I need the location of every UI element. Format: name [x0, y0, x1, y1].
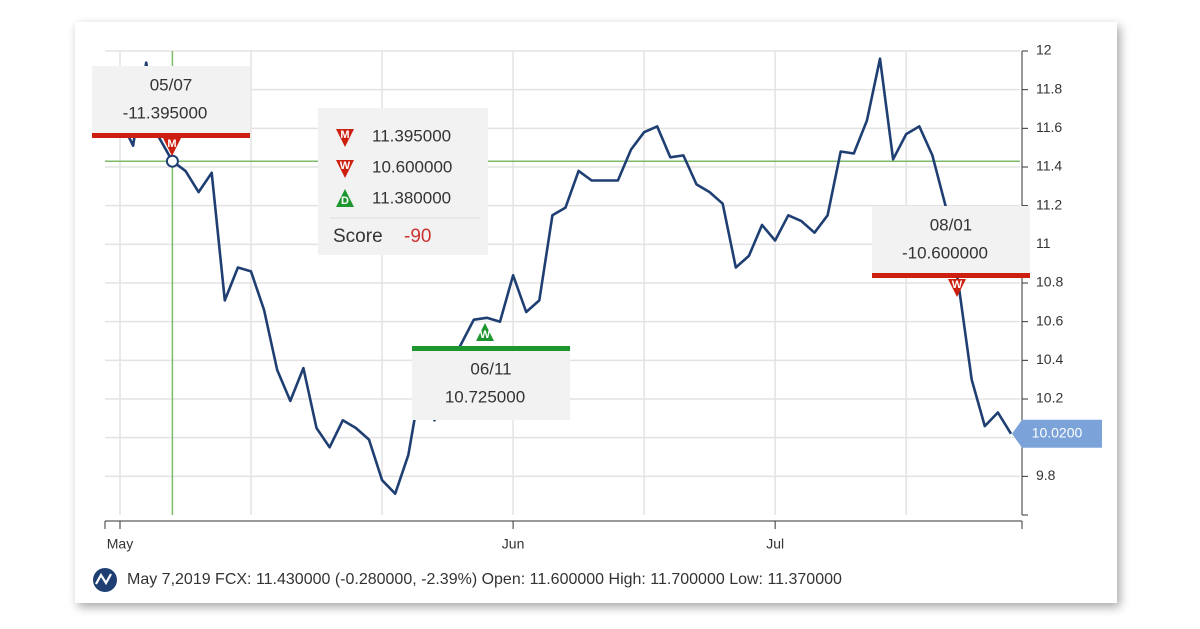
y-tick-label: 10.4: [1036, 351, 1063, 367]
annotation-box: [92, 66, 250, 136]
annotation-date: 06/11: [470, 359, 511, 378]
y-tick-label: 11: [1036, 235, 1051, 251]
annotation-date: 05/07: [150, 75, 193, 94]
signal-legend-value: 10.600000: [372, 157, 452, 176]
annotation-date: 08/01: [930, 215, 973, 234]
y-tick-label: 11.6: [1036, 119, 1062, 135]
signal-icon-letter: W: [480, 329, 491, 341]
annotation-bar: [872, 273, 1030, 278]
signal-icon: [336, 160, 354, 178]
price-line: [118, 57, 1013, 495]
y-tick-label: 12: [1036, 42, 1052, 58]
score-label: Score: [333, 226, 383, 247]
signal-icon: [163, 138, 181, 156]
signal-icon-letter: W: [340, 160, 351, 172]
x-tick-label: Jun: [502, 536, 525, 552]
hover-point: [165, 154, 179, 168]
x-tick-label: Jul: [766, 536, 784, 552]
signal-icon-letter: M: [167, 138, 176, 150]
plot-area: 9.81010.210.410.610.81111.211.411.611.81…: [92, 42, 1102, 552]
x-tick-label: May: [107, 536, 133, 552]
signal-legend-value: 11.380000: [372, 188, 451, 207]
price-tag: [1012, 419, 1102, 448]
signal-icon: [948, 279, 966, 297]
footer-text: May 7,2019 FCX: 11.430000 (-0.280000, -2…: [127, 571, 842, 588]
y-tick-label: 10.8: [1036, 274, 1063, 290]
annotation-value: 10.725000: [445, 387, 525, 406]
y-tick-label: 11.8: [1036, 80, 1062, 96]
y-tick-label: 9.8: [1036, 467, 1056, 483]
annotation-bar: [92, 133, 250, 138]
price-tag-label: 10.0200: [1032, 425, 1083, 441]
y-tick-label: 10.6: [1036, 312, 1063, 328]
signal-icon-letter: W: [952, 279, 963, 291]
y-tick-label: 11.2: [1036, 196, 1062, 212]
y-tick-label: 11.4: [1036, 158, 1062, 174]
signal-legend-value: 11.395000: [372, 126, 451, 145]
annotation-box: [872, 206, 1030, 276]
annotation-value: -11.395000: [123, 103, 208, 122]
signal-icon-letter: D: [341, 195, 349, 207]
signal-icon: [336, 129, 354, 147]
annotation-box: [412, 350, 570, 420]
footer-icon-glyph: [95, 572, 112, 586]
annotation-value: -10.600000: [902, 243, 988, 262]
signal-icon: [476, 323, 494, 341]
annotation-bar: [412, 346, 570, 351]
y-tick-label: 10.2: [1036, 390, 1063, 406]
signal-icon-letter: M: [340, 129, 349, 141]
score-value: -90: [404, 226, 431, 247]
signal-icon: [336, 189, 354, 207]
